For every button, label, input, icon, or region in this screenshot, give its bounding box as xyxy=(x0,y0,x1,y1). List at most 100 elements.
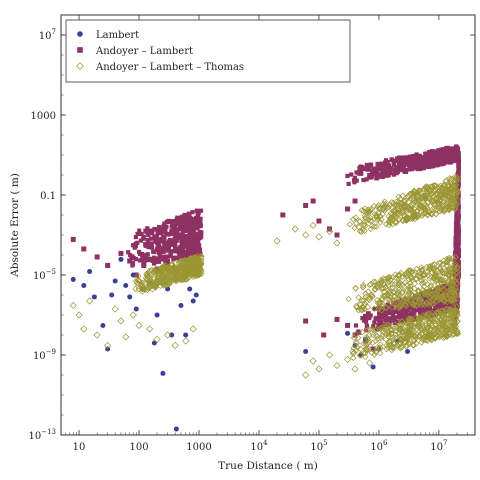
data-point xyxy=(171,341,179,350)
data-point xyxy=(399,297,406,304)
data-point xyxy=(134,277,142,284)
data-point xyxy=(407,161,412,166)
data-point xyxy=(430,309,435,314)
data-point xyxy=(427,306,433,311)
data-point xyxy=(86,297,94,305)
data-point xyxy=(160,278,168,286)
data-point xyxy=(133,244,138,249)
data-point xyxy=(411,298,416,304)
data-point xyxy=(141,285,148,292)
data-point xyxy=(378,206,386,213)
data-point xyxy=(162,229,167,235)
data-point xyxy=(178,263,186,270)
data-point xyxy=(408,190,416,197)
data-point xyxy=(196,250,201,256)
data-point xyxy=(367,172,372,178)
data-point xyxy=(359,281,367,289)
data-point xyxy=(155,274,163,282)
data-point xyxy=(355,294,362,301)
data-point xyxy=(353,220,360,227)
data-point xyxy=(420,283,428,290)
data-point xyxy=(147,271,154,279)
data-point xyxy=(132,278,140,285)
data-point xyxy=(364,303,372,311)
data-point xyxy=(334,232,340,238)
data-point xyxy=(439,192,447,199)
data-point xyxy=(388,330,395,338)
data-point xyxy=(302,231,310,239)
data-point xyxy=(401,306,406,311)
data-point xyxy=(145,278,152,285)
data-point xyxy=(196,270,203,277)
data-point xyxy=(456,234,461,239)
data-point xyxy=(371,324,376,329)
data-point xyxy=(404,216,411,224)
data-point xyxy=(370,278,377,286)
data-point xyxy=(117,317,125,325)
data-point xyxy=(360,303,367,311)
data-point xyxy=(391,159,396,164)
data-point xyxy=(378,165,384,170)
data-point xyxy=(168,265,175,273)
data-point xyxy=(392,331,399,338)
data-point xyxy=(452,307,460,315)
data-point xyxy=(452,158,457,163)
data-point xyxy=(389,207,397,215)
data-point xyxy=(427,294,434,301)
data-point xyxy=(406,279,413,287)
data-point xyxy=(427,152,432,158)
data-point xyxy=(190,264,197,271)
data-point xyxy=(187,254,194,262)
data-point xyxy=(432,325,439,332)
data-point xyxy=(355,224,363,231)
data-point xyxy=(280,212,286,218)
data-point xyxy=(376,318,382,323)
data-point xyxy=(397,314,402,320)
data-point xyxy=(184,252,190,258)
data-point xyxy=(364,177,369,182)
data-point xyxy=(442,259,449,266)
data-point xyxy=(368,162,374,167)
data-point xyxy=(345,295,352,303)
data-point xyxy=(434,327,442,334)
data-point xyxy=(327,226,333,232)
data-point xyxy=(149,282,156,290)
data-point xyxy=(190,298,196,304)
data-point xyxy=(405,206,412,213)
data-point xyxy=(367,225,375,233)
data-point xyxy=(180,242,185,248)
data-point xyxy=(177,264,184,271)
data-point xyxy=(372,331,380,339)
x-axis-label: True Distance ( m) xyxy=(218,460,318,472)
data-point xyxy=(162,269,170,277)
data-point xyxy=(130,263,135,268)
data-point xyxy=(182,235,187,240)
data-point xyxy=(439,193,446,201)
data-point xyxy=(168,254,173,259)
data-point xyxy=(352,339,360,346)
data-point xyxy=(410,302,418,309)
data-point xyxy=(416,187,424,194)
data-point xyxy=(384,321,392,328)
data-point xyxy=(81,246,87,252)
data-point xyxy=(187,231,192,237)
data-point xyxy=(428,196,435,203)
data-point xyxy=(439,322,446,329)
data-point xyxy=(395,281,402,288)
data-point xyxy=(427,317,435,324)
data-point xyxy=(444,332,451,339)
data-point xyxy=(395,284,402,292)
data-point xyxy=(353,323,359,328)
data-point xyxy=(402,158,407,163)
data-point xyxy=(400,309,405,314)
data-point xyxy=(398,335,405,343)
data-point xyxy=(449,254,457,262)
data-point xyxy=(165,260,171,266)
data-point xyxy=(396,303,404,311)
data-point xyxy=(133,257,138,262)
data-point xyxy=(447,179,454,187)
data-point xyxy=(174,218,179,224)
data-point xyxy=(70,276,76,282)
data-point xyxy=(321,332,327,338)
